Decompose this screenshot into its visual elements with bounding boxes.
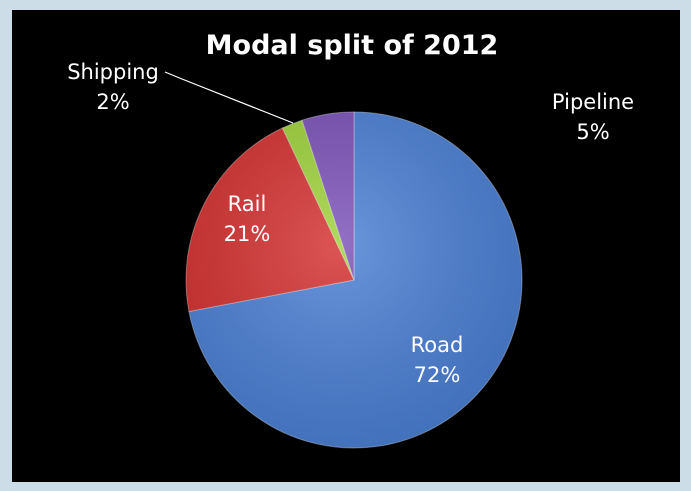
slice-label-name: Pipeline bbox=[552, 90, 634, 114]
slice-labels: Road 72% Rail 21% Shipping 2% Pipeline 5% bbox=[67, 60, 634, 387]
slice-label-value: 72% bbox=[414, 363, 461, 387]
slice-label-pipeline: Pipeline 5% bbox=[552, 90, 634, 144]
slice-label-shipping: Shipping 2% bbox=[67, 60, 159, 114]
slice-label-name: Rail bbox=[228, 192, 267, 216]
slice-label-name: Road bbox=[411, 333, 464, 357]
slice-label-value: 5% bbox=[576, 120, 609, 144]
shipping-leader-line bbox=[164, 71, 294, 124]
slice-label-road: Road 72% bbox=[411, 333, 464, 387]
chart-title: Modal split of 2012 bbox=[206, 30, 499, 61]
slice-label-rail: Rail 21% bbox=[224, 192, 271, 246]
slice-label-value: 21% bbox=[224, 222, 271, 246]
pie-slices bbox=[185, 111, 523, 449]
slice-label-name: Shipping bbox=[67, 60, 159, 84]
slice-label-value: 2% bbox=[96, 90, 129, 114]
